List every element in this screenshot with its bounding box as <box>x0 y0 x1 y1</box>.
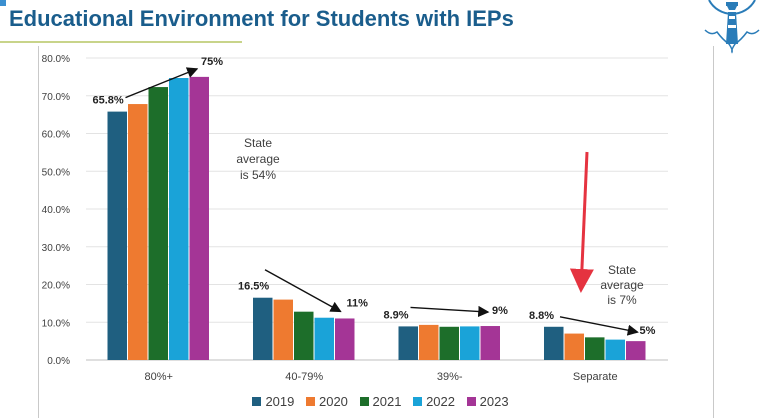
bar <box>189 76 209 360</box>
trend-arrow <box>264 269 342 313</box>
legend-item: 2023 <box>466 394 509 409</box>
lighthouse-icon <box>704 0 760 54</box>
bar <box>253 297 273 360</box>
page-title: Educational Environment for Students wit… <box>9 6 514 31</box>
bar <box>128 104 148 361</box>
legend-item: 2019 <box>252 394 294 409</box>
legend-label: 2022 <box>426 394 455 409</box>
state-average-note: State <box>244 136 272 150</box>
legend-swatch <box>466 397 476 406</box>
bar <box>314 317 334 360</box>
x-tick-label: Separate <box>573 371 618 383</box>
chart-frame <box>38 46 714 418</box>
y-tick-label: 0.0% <box>47 356 70 367</box>
legend-label: 2019 <box>265 394 295 409</box>
y-tick-label: 50.0% <box>42 167 70 178</box>
trend-arrow <box>410 305 490 318</box>
bar <box>294 311 314 360</box>
legend-swatch <box>413 397 423 406</box>
legend-item: 2021 <box>359 394 402 409</box>
y-tick-label: 30.0% <box>42 243 70 254</box>
bar <box>460 326 480 360</box>
start-value-label: 8.8% <box>529 310 554 322</box>
legend-swatch <box>305 397 315 406</box>
legend-swatch <box>359 397 369 406</box>
bar <box>335 318 355 360</box>
y-tick-label: 80.0% <box>42 54 70 65</box>
legend-item: 2022 <box>413 394 455 409</box>
bar <box>480 326 500 360</box>
bar <box>419 324 439 360</box>
state-average-note: is 7% <box>607 293 637 307</box>
y-tick-label: 70.0% <box>42 92 70 103</box>
state-average-note: is 54% <box>240 168 276 182</box>
end-value-label: 75% <box>201 56 223 68</box>
bar <box>605 339 625 360</box>
y-tick-label: 10.0% <box>42 318 70 329</box>
bar <box>148 87 168 360</box>
legend-swatch <box>252 397 262 406</box>
end-value-label: 5% <box>640 325 656 337</box>
legend-label: 2023 <box>479 394 509 409</box>
bar <box>585 337 605 360</box>
legend-label: 2021 <box>372 394 402 409</box>
start-value-label: 8.9% <box>384 309 409 321</box>
bar <box>398 326 418 360</box>
x-tick-label: 40-79% <box>285 371 323 383</box>
bar <box>273 299 293 360</box>
bar <box>544 326 564 360</box>
bar <box>169 78 189 360</box>
bar <box>564 333 584 360</box>
end-value-label: 11% <box>347 297 369 309</box>
y-tick-label: 20.0% <box>42 281 70 292</box>
y-tick-label: 60.0% <box>42 130 70 141</box>
end-value-label: 9% <box>492 305 508 317</box>
legend-label: 2020 <box>318 394 348 409</box>
chart-legend: 2019 2020 2021 2022 2023 <box>0 394 761 409</box>
title-underline <box>0 41 242 43</box>
bar <box>439 326 459 360</box>
legend-item: 2020 <box>305 394 348 409</box>
state-average-note: average <box>236 152 280 166</box>
x-tick-label: 39%- <box>437 371 463 383</box>
start-value-label: 65.8% <box>93 95 124 107</box>
x-tick-label: 80%+ <box>145 371 173 383</box>
corner-accent <box>0 0 6 6</box>
trend-arrow <box>125 67 199 99</box>
bar <box>626 341 646 360</box>
y-tick-label: 40.0% <box>42 205 70 216</box>
trend-arrow <box>559 316 639 336</box>
highlight-arrow <box>569 151 594 293</box>
state-average-note: average <box>600 278 644 292</box>
state-average-note: State <box>608 263 636 277</box>
start-value-label: 16.5% <box>238 281 269 293</box>
bar <box>107 111 127 360</box>
